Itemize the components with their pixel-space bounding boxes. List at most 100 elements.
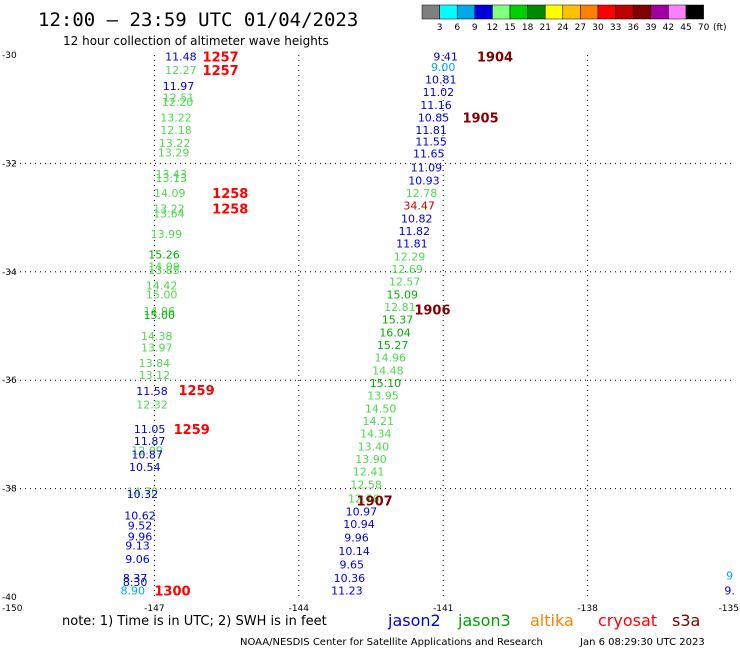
timestamp-text: Jan 6 08:29:30 UTC 2023: [579, 637, 705, 648]
wave-height-value: 15.10: [370, 377, 402, 390]
wave-height-value: 14.09: [154, 187, 186, 200]
color-scale-label: 39: [645, 23, 657, 33]
wave-height-value: 13.43: [155, 168, 187, 181]
time-label: 1258: [212, 202, 248, 217]
color-swatch: [580, 4, 599, 20]
wave-height-value: 8.30: [123, 576, 148, 589]
wave-height-value: 9: [726, 569, 733, 582]
chart-title: 12:00 — 23:59 UTC 01/04/2023: [38, 9, 358, 31]
wave-height-value: 13.29: [158, 147, 190, 160]
satellite-legend-entry: jason2: [387, 611, 441, 630]
color-swatch: [421, 4, 440, 20]
wave-height-value: 9.: [724, 584, 735, 597]
wave-height-value: 15.00: [146, 289, 178, 302]
wave-height-value: 13.22: [160, 111, 192, 124]
wave-height-value: 11.87: [134, 435, 166, 448]
x-tick-label: -150: [2, 604, 23, 614]
wave-height-value: 13.64: [153, 207, 185, 220]
wave-height-value: 8.90: [120, 584, 145, 597]
color-scale-label: 36: [627, 23, 639, 33]
x-tick-label: -138: [577, 604, 598, 614]
wave-height-value: 12.27: [165, 64, 197, 77]
wave-height-value: 15.27: [377, 339, 409, 352]
wave-height-value: 8.37: [123, 572, 148, 585]
wave-height-value: 12.29: [394, 251, 426, 264]
color-swatch: [527, 4, 546, 20]
color-swatch: [685, 4, 704, 20]
time-label: 1257: [203, 51, 239, 66]
wave-height-value: 11.81: [396, 238, 428, 251]
color-scale-label: 45: [680, 23, 691, 33]
wave-height-value: 9.13: [125, 540, 150, 553]
time-label: 1907: [357, 495, 393, 510]
wave-height-value: 10.97: [346, 505, 378, 518]
wave-height-value: 12.20: [162, 96, 194, 109]
wave-height-value: 13.40: [358, 440, 390, 453]
wave-height-value: 9.96: [344, 531, 369, 544]
y-tick-label: -34: [2, 268, 17, 278]
time-labels: 1257125712581258125912591300190419051906…: [154, 51, 513, 600]
wave-height-value: 13.13: [155, 172, 187, 185]
wave-height-value: 13.12: [139, 369, 171, 382]
wave-height-value: 11.82: [399, 225, 431, 238]
wave-height-value: 12.41: [353, 465, 385, 478]
wave-height-value: 9.00: [431, 61, 456, 74]
wave-height-value: 12.32: [136, 399, 168, 412]
wave-height-value: 10.85: [418, 111, 450, 124]
color-swatch: [544, 4, 564, 20]
time-label: 1259: [174, 423, 210, 438]
time-label: 1300: [154, 584, 190, 599]
satellite-legend-entry: cryosat: [598, 611, 657, 630]
color-swatch: [632, 4, 652, 20]
satellite-legend-entry: altika: [530, 611, 574, 630]
y-tick-label: -38: [2, 485, 17, 495]
wave-height-value: 11.02: [423, 86, 455, 99]
time-label: 1258: [212, 187, 248, 202]
wave-height-value: 10.93: [408, 175, 440, 188]
satellite-legend-entry: s3a: [672, 611, 700, 630]
x-tick-label: -141: [433, 604, 453, 614]
wave-height-value: 12.58: [350, 478, 382, 491]
axis-ticks: -150 -147 -144 -141 -138 -135 -30 -32 -34 -36 -38 -…: [2, 51, 739, 614]
wave-height-value: 10.81: [425, 73, 457, 86]
note-text: note: 1) Time is in UTC; 2) SWH is in fe…: [62, 614, 327, 629]
color-scale-label: 70: [698, 23, 710, 33]
color-scale-label: 18: [522, 23, 534, 33]
wave-height-value: 15.37: [382, 313, 414, 326]
grid-lines: [10, 55, 732, 597]
wave-height-value: 10.54: [129, 461, 161, 474]
time-label: 1257: [203, 64, 239, 79]
color-scale-unit: (ft): [713, 23, 727, 33]
x-tick-label: -147: [144, 604, 164, 614]
wave-height-value: 15.00: [143, 309, 175, 322]
y-tick-label: -32: [2, 159, 17, 169]
color-swatch: [562, 4, 581, 20]
color-scale-label: 33: [610, 23, 621, 33]
color-swatch: [474, 4, 493, 20]
wave-height-value: 12.78: [406, 187, 438, 200]
wave-height-value: 11.09: [411, 162, 443, 175]
wave-height-value: 9.06: [125, 553, 150, 566]
wave-height-value: 12.81: [384, 301, 416, 314]
wave-height-value: 12.69: [391, 263, 423, 276]
wave-height-value: 14.48: [372, 364, 404, 377]
wave-height-value: 13.95: [367, 389, 399, 402]
satellite-legend-entry: jason3: [457, 611, 511, 630]
time-label: 1905: [462, 111, 498, 126]
wave-height-value: 11.48: [165, 51, 197, 64]
wave-height-value: 11.58: [136, 385, 168, 398]
wave-height-value: 14.42: [146, 279, 178, 292]
wave-height-value: 13.22: [159, 137, 191, 150]
y-tick-label: -40: [2, 593, 17, 603]
color-scale-label: 15: [504, 23, 515, 33]
wave-height-labels: 11.4812.2711.9712.5112.2013.2212.1813.22…: [120, 51, 734, 598]
wave-height-value: 9.96: [128, 530, 153, 543]
color-swatch: [668, 4, 687, 20]
wave-height-value: 13.90: [355, 453, 387, 466]
wave-height-value: 16.04: [379, 327, 411, 340]
color-scale-label: 27: [575, 23, 586, 33]
color-scale-label: 30: [592, 23, 604, 33]
satellite-legend: jason2 jason3 altika cryosat s3a: [387, 611, 700, 630]
wave-height-value: 14.21: [362, 415, 394, 428]
